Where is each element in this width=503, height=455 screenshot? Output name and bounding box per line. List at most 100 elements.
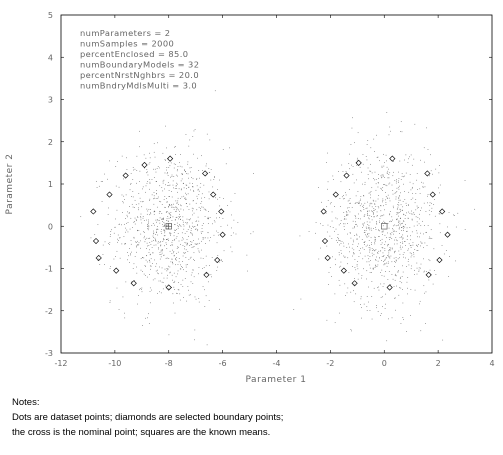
dataset-point bbox=[420, 241, 422, 243]
dataset-point bbox=[230, 234, 232, 236]
dataset-point bbox=[169, 196, 170, 197]
dataset-point bbox=[181, 178, 183, 180]
dataset-point bbox=[350, 329, 352, 330]
dataset-point bbox=[205, 172, 207, 174]
dataset-point bbox=[172, 279, 173, 281]
dataset-point bbox=[200, 249, 202, 251]
dataset-point bbox=[409, 252, 411, 254]
dataset-point bbox=[142, 271, 143, 272]
dataset-point bbox=[416, 244, 418, 246]
dataset-point bbox=[384, 244, 386, 245]
dataset-point bbox=[191, 233, 193, 235]
dataset-point bbox=[372, 213, 374, 215]
dataset-point bbox=[192, 283, 194, 284]
dataset-point bbox=[118, 309, 120, 310]
dataset-point bbox=[370, 194, 371, 196]
dataset-point bbox=[101, 201, 103, 202]
dataset-point bbox=[154, 278, 156, 280]
dataset-point bbox=[381, 215, 383, 216]
dataset-point bbox=[140, 219, 142, 221]
dataset-point bbox=[139, 288, 141, 289]
dataset-point bbox=[208, 198, 210, 200]
dataset-point bbox=[363, 249, 365, 250]
dataset-point bbox=[394, 297, 396, 299]
dataset-point bbox=[427, 202, 428, 204]
dataset-point bbox=[196, 209, 198, 211]
dataset-point bbox=[394, 266, 395, 267]
dataset-point bbox=[359, 252, 361, 254]
dataset-point bbox=[347, 223, 348, 224]
dataset-point bbox=[401, 230, 403, 231]
dataset-point bbox=[385, 241, 386, 243]
dataset-point bbox=[385, 257, 387, 259]
dataset-point bbox=[399, 278, 401, 279]
y-tick-label: 5 bbox=[48, 11, 53, 20]
dataset-point bbox=[366, 235, 368, 237]
dataset-point bbox=[164, 207, 166, 208]
dataset-point bbox=[163, 218, 165, 220]
dataset-point bbox=[203, 267, 205, 269]
dataset-point bbox=[375, 259, 376, 260]
dataset-point bbox=[163, 222, 165, 224]
dataset-point bbox=[107, 214, 109, 215]
dataset-point bbox=[379, 230, 380, 232]
dataset-point bbox=[381, 269, 383, 271]
dataset-point bbox=[117, 234, 119, 236]
dataset-point bbox=[122, 296, 124, 298]
dataset-point bbox=[404, 191, 405, 192]
y-tick-label: -2 bbox=[45, 307, 53, 316]
dataset-point bbox=[154, 259, 156, 261]
dataset-point bbox=[153, 232, 155, 234]
dataset-point bbox=[219, 217, 220, 219]
dataset-point bbox=[188, 145, 190, 147]
dataset-point bbox=[218, 261, 220, 263]
dataset-point bbox=[185, 252, 186, 254]
dataset-point bbox=[409, 181, 411, 183]
dataset-point bbox=[214, 90, 216, 92]
dataset-point bbox=[198, 250, 200, 252]
dataset-point bbox=[177, 200, 179, 202]
dataset-point bbox=[394, 251, 395, 253]
dataset-point bbox=[164, 225, 165, 227]
dataset-point bbox=[166, 198, 167, 199]
dataset-point bbox=[147, 229, 149, 231]
dataset-point bbox=[390, 284, 392, 285]
dataset-point bbox=[421, 207, 422, 209]
dataset-point bbox=[104, 241, 106, 243]
dataset-point bbox=[337, 239, 339, 241]
dataset-point bbox=[322, 225, 324, 226]
dataset-point bbox=[163, 230, 165, 231]
dataset-point bbox=[430, 237, 432, 239]
dataset-point bbox=[318, 187, 319, 188]
dataset-point bbox=[397, 186, 399, 188]
dataset-point bbox=[192, 225, 194, 227]
dataset-point bbox=[157, 272, 158, 274]
dataset-point bbox=[202, 206, 204, 208]
dataset-point bbox=[362, 183, 363, 185]
dataset-point bbox=[335, 228, 337, 230]
dataset-point bbox=[395, 275, 397, 277]
dataset-point bbox=[132, 191, 134, 192]
dataset-point bbox=[157, 220, 159, 222]
dataset-point bbox=[186, 244, 188, 246]
dataset-point bbox=[177, 273, 179, 275]
dataset-point bbox=[209, 139, 211, 141]
dataset-point bbox=[184, 242, 186, 243]
dataset-point bbox=[168, 162, 170, 163]
dataset-point bbox=[397, 258, 399, 260]
dataset-point bbox=[425, 323, 426, 324]
dataset-point bbox=[157, 242, 159, 244]
dataset-point bbox=[162, 224, 163, 225]
dataset-point bbox=[350, 144, 352, 145]
dataset-point bbox=[383, 220, 385, 222]
dataset-point bbox=[153, 211, 155, 213]
dataset-point bbox=[193, 276, 195, 278]
dataset-point bbox=[349, 232, 351, 234]
dataset-point bbox=[202, 286, 204, 288]
dataset-point bbox=[149, 179, 151, 180]
dataset-point bbox=[366, 306, 368, 308]
dataset-point bbox=[169, 213, 170, 215]
dataset-point bbox=[146, 208, 148, 210]
dataset-point bbox=[178, 261, 180, 263]
dataset-point bbox=[155, 240, 156, 241]
